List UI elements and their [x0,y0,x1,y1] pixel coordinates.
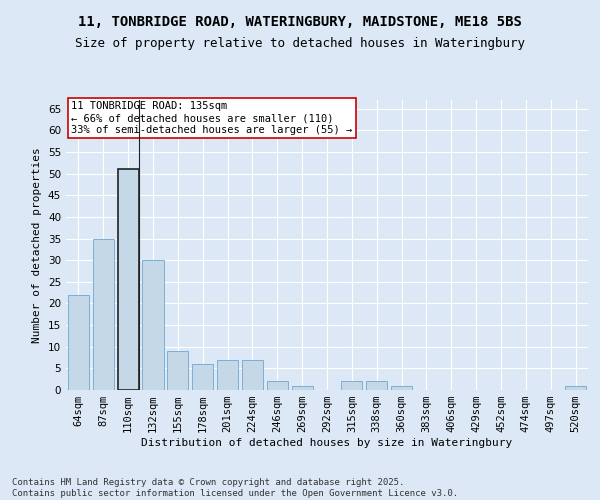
Text: 11, TONBRIDGE ROAD, WATERINGBURY, MAIDSTONE, ME18 5BS: 11, TONBRIDGE ROAD, WATERINGBURY, MAIDST… [78,15,522,29]
Bar [341,382,362,390]
Text: Contains HM Land Registry data © Crown copyright and database right 2025.
Contai: Contains HM Land Registry data © Crown c… [12,478,458,498]
X-axis label: Distribution of detached houses by size in Wateringbury: Distribution of detached houses by size … [142,438,512,448]
Bar [242,360,263,390]
Bar [267,382,288,390]
Bar [217,360,238,390]
Text: 11 TONBRIDGE ROAD: 135sqm
← 66% of detached houses are smaller (110)
33% of semi: 11 TONBRIDGE ROAD: 135sqm ← 66% of detac… [71,102,352,134]
Bar [292,386,313,390]
Bar [142,260,164,390]
Bar [391,386,412,390]
Y-axis label: Number of detached properties: Number of detached properties [32,147,43,343]
Bar [68,295,89,390]
Bar [93,238,114,390]
Bar [118,170,139,390]
Bar [565,386,586,390]
Bar [366,382,387,390]
Bar [167,351,188,390]
Bar [192,364,213,390]
Text: Size of property relative to detached houses in Wateringbury: Size of property relative to detached ho… [75,38,525,51]
